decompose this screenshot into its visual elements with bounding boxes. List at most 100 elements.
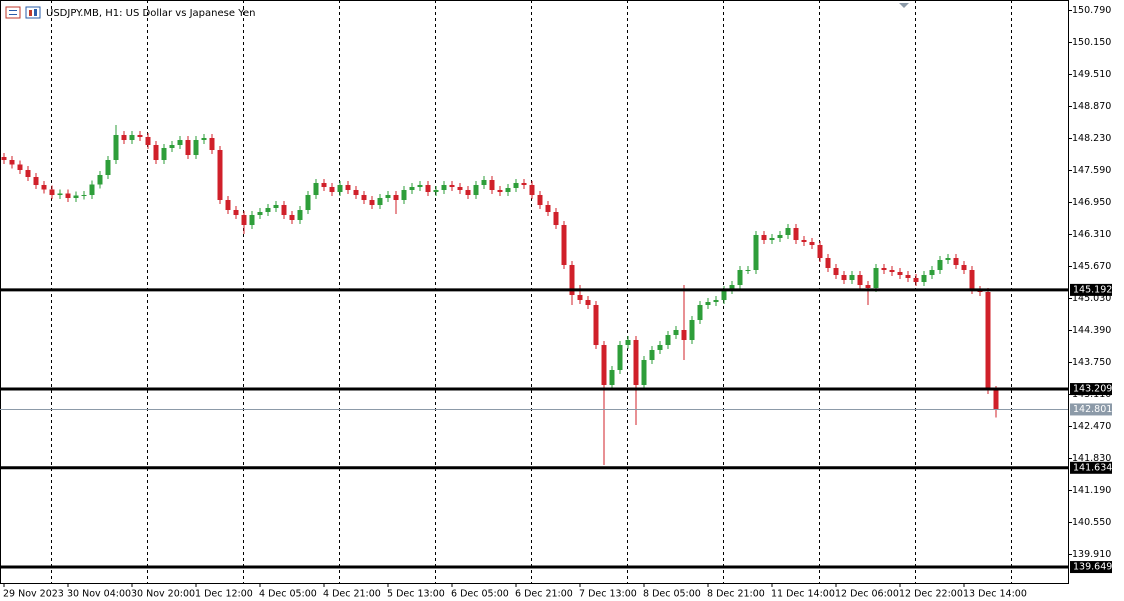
candle-body <box>1 157 7 160</box>
candle-body <box>681 330 687 340</box>
candle-body <box>449 185 455 187</box>
candle-body <box>17 164 23 170</box>
toolbar-icons[interactable] <box>5 6 41 19</box>
candle-body <box>305 195 311 210</box>
level-box <box>1070 383 1112 396</box>
candle-body <box>257 212 263 215</box>
level-label: 141.634 <box>1073 462 1112 473</box>
candle-body <box>209 138 215 150</box>
candle-body <box>993 390 999 410</box>
candle-body <box>697 305 703 320</box>
candle-body <box>665 335 671 345</box>
x-tick-label: 30 Nov 04:00 <box>67 589 131 600</box>
candle-body <box>121 135 127 140</box>
level-label: 143.209 <box>1073 384 1112 395</box>
level-label: 145.192 <box>1073 284 1112 295</box>
y-tick-label: 141.830 <box>1072 453 1111 464</box>
x-tick-label: 12 Dec 06:00 <box>835 589 899 600</box>
candle-body <box>649 350 655 360</box>
candle-body <box>873 268 879 288</box>
current-price-box <box>1070 403 1112 416</box>
y-tick-label: 146.310 <box>1072 229 1111 240</box>
candle-body <box>601 345 607 385</box>
candle-body <box>633 340 639 385</box>
shift-marker[interactable] <box>899 3 909 8</box>
candle-body <box>865 285 871 288</box>
y-tick-label: 142.470 <box>1072 421 1111 432</box>
candle-body <box>593 305 599 345</box>
candle-body <box>25 170 31 177</box>
candle-body <box>833 268 839 275</box>
x-tick-label: 11 Dec 14:00 <box>771 589 835 600</box>
candle-body <box>97 175 103 185</box>
x-tick-label: 4 Dec 21:00 <box>323 589 381 600</box>
candle-body <box>345 185 351 190</box>
candle-body <box>841 275 847 280</box>
candle-body <box>905 275 911 278</box>
candle-body <box>313 183 319 195</box>
candle-body <box>273 205 279 208</box>
candle-body <box>657 345 663 350</box>
candle-body <box>721 290 727 300</box>
level-label: 139.649 <box>1073 562 1112 573</box>
candle-body <box>777 235 783 238</box>
candle-body <box>233 210 239 215</box>
x-tick-label: 13 Dec 14:00 <box>963 589 1027 600</box>
x-tick-label: 12 Dec 22:00 <box>899 589 963 600</box>
candle-body <box>537 195 543 205</box>
x-tick-label: 8 Dec 21:00 <box>707 589 765 600</box>
candle-body <box>769 238 775 240</box>
candle-body <box>433 190 439 192</box>
candle-body <box>705 302 711 305</box>
y-tick-label: 150.790 <box>1072 5 1111 16</box>
candle-body <box>489 180 495 190</box>
candle-body <box>369 200 375 205</box>
candle-body <box>969 270 975 290</box>
candle-body <box>929 270 935 275</box>
candle-body <box>561 225 567 265</box>
candle-body <box>625 340 631 345</box>
candle-body <box>441 185 447 190</box>
candle-body <box>401 190 407 200</box>
candle-body <box>41 185 47 190</box>
candle-body <box>161 148 167 160</box>
candle-body <box>761 235 767 240</box>
icon-chart[interactable] <box>25 6 41 19</box>
candle-body <box>65 193 71 198</box>
candle-body <box>473 185 479 195</box>
y-tick-label: 141.190 <box>1072 485 1111 496</box>
x-tick-label: 4 Dec 05:00 <box>259 589 317 600</box>
candle-body <box>889 270 895 272</box>
y-tick-label: 150.150 <box>1072 37 1111 48</box>
candle-body <box>329 187 335 192</box>
candle-body <box>281 205 287 215</box>
candle-body <box>913 278 919 282</box>
candle-body <box>713 300 719 302</box>
candle-body <box>321 183 327 187</box>
icon-list[interactable] <box>5 6 21 19</box>
candle-body <box>145 137 151 145</box>
candle-body <box>937 260 943 270</box>
candle-body <box>689 320 695 340</box>
candle-body <box>33 177 39 185</box>
x-tick-label: 29 Nov 2023 <box>3 589 64 600</box>
x-tick-label: 1 Dec 12:00 <box>195 589 253 600</box>
y-tick-label: 140.550 <box>1072 517 1111 528</box>
candle-body <box>425 185 431 192</box>
candle-body <box>641 360 647 385</box>
y-tick-label: 148.870 <box>1072 101 1111 112</box>
candle-body <box>265 208 271 212</box>
candle-body <box>809 242 815 245</box>
current-price-label: 142.801 <box>1073 404 1112 415</box>
candle-body <box>753 235 759 270</box>
level-box <box>1070 461 1112 474</box>
candle-body <box>89 184 95 195</box>
candle-body <box>881 268 887 270</box>
y-tick-label: 149.510 <box>1072 69 1111 80</box>
candle-body <box>849 275 855 280</box>
candle-body <box>137 135 143 137</box>
candle-body <box>737 270 743 285</box>
candle-body <box>241 215 247 225</box>
candle-body <box>249 215 255 225</box>
